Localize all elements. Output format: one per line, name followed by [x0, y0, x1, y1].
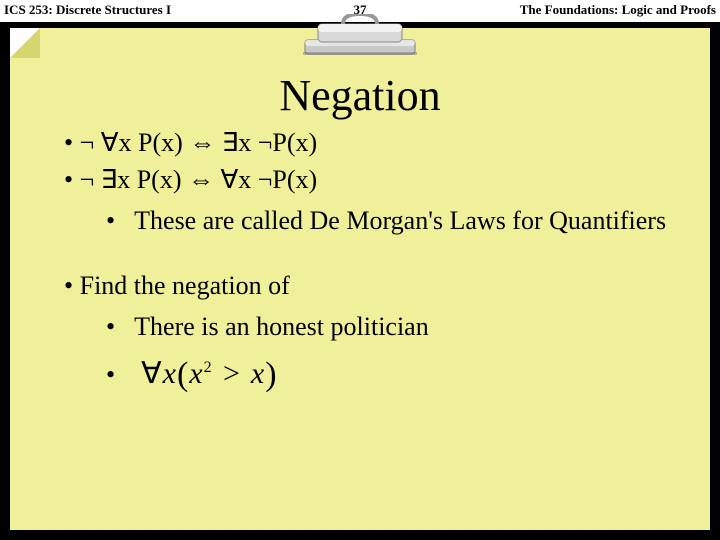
formula: ∀x(x2 > x): [141, 357, 277, 390]
law-2: ¬ ∃x P(x) ⇔ ∀x ¬P(x): [64, 162, 670, 197]
slide-body: Negation ¬ ∀x P(x) ⇔ ∃x ¬P(x) ¬ ∃x P(x) …: [10, 28, 710, 530]
task-heading: Find the negation of: [64, 268, 670, 303]
chapter-title: The Foundations: Logic and Proofs: [520, 2, 716, 18]
page-fold-icon: [10, 28, 40, 58]
task-sub-2: ∀x(x2 > x): [106, 350, 670, 396]
slide-title: Negation: [10, 70, 710, 121]
slide-content: ¬ ∀x P(x) ⇔ ∃x ¬P(x) ¬ ∃x P(x) ⇔ ∀x ¬P(x…: [10, 121, 710, 396]
clip-icon: [285, 14, 435, 65]
law-1: ¬ ∀x P(x) ⇔ ∃x ¬P(x): [64, 125, 670, 160]
task-sub-1: There is an honest politician: [106, 309, 670, 344]
de-morgan-note: These are called De Morgan's Laws for Qu…: [106, 203, 670, 238]
course-code: ICS 253: Discrete Structures I: [4, 2, 171, 18]
